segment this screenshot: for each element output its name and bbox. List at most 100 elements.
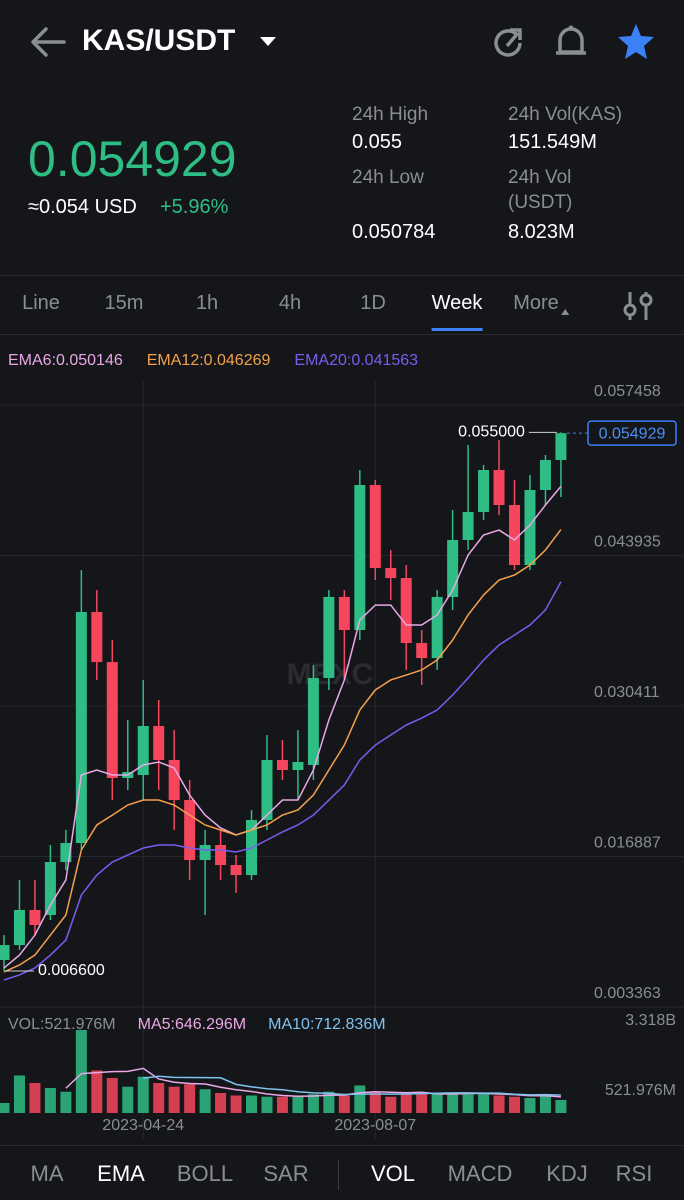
divider: [0, 275, 684, 276]
volume-bar: [75, 1030, 87, 1113]
candle-body: [509, 505, 521, 566]
stat-label: 24h High: [352, 104, 429, 125]
volume-bar: [400, 1094, 412, 1113]
x-tick-label: 2023-04-24: [102, 1117, 184, 1134]
candle-body: [168, 759, 180, 801]
candle-body: [323, 596, 335, 678]
candle-body: [44, 862, 56, 916]
extreme-label: 0.055000: [458, 424, 525, 441]
volume-bar: [122, 1086, 134, 1113]
interval-tab[interactable]: 1D: [360, 292, 386, 314]
volume-bar: [307, 1094, 319, 1113]
volume-bar: [323, 1091, 335, 1113]
volume-bar: [478, 1094, 490, 1113]
separator: [338, 1160, 339, 1190]
candle-body: [462, 512, 474, 540]
favorite-icon[interactable]: [616, 22, 656, 62]
ema-line: [3, 529, 562, 973]
candle-body: [385, 568, 397, 579]
volume-bar: [338, 1095, 350, 1113]
y-tick-label: 0.003363: [594, 985, 661, 1002]
volume-bar: [60, 1091, 72, 1113]
last-price-label: 0.054929: [599, 425, 666, 442]
indicator-tab[interactable]: RSI: [615, 1161, 653, 1186]
volume-bar: [168, 1086, 180, 1113]
stat-label: 24h Vol(KAS): [508, 104, 623, 125]
candle-body: [493, 469, 505, 506]
interval-tab[interactable]: 4h: [278, 292, 302, 314]
candle-body: [29, 909, 41, 926]
interval-tab[interactable]: Line: [22, 292, 60, 314]
ema-line: [3, 581, 562, 981]
candle-body: [199, 845, 211, 861]
volume-bar: [539, 1094, 551, 1113]
interval-tab[interactable]: More: [513, 292, 569, 315]
indicator-tab[interactable]: VOL: [370, 1161, 416, 1186]
candle-body: [338, 596, 350, 630]
ema-line: [3, 485, 562, 969]
divider: [0, 334, 684, 335]
volume-bar: [385, 1096, 397, 1113]
candle-body: [91, 611, 103, 663]
volume-bar: [184, 1084, 196, 1113]
pair-name[interactable]: KAS/USDT: [82, 24, 236, 57]
x-tick-label: 2023-08-07: [334, 1117, 416, 1134]
y-tick-label: 0.016887: [594, 835, 661, 852]
candle-body: [369, 484, 381, 569]
indicator-tab[interactable]: BOLL: [176, 1161, 234, 1186]
stat-value: 8.023M: [508, 221, 575, 243]
candle-body: [431, 596, 443, 659]
volume-bar: [416, 1092, 428, 1113]
candle-body: [276, 759, 288, 770]
candle-body: [153, 726, 165, 760]
y-tick-label: 0.043935: [594, 534, 661, 551]
volume-bar: [13, 1075, 25, 1113]
candle-body: [292, 761, 304, 770]
legend-entry: MA5:646.296M: [138, 1016, 247, 1033]
extreme-label: 0.006600: [38, 962, 105, 979]
interval-tab[interactable]: 1h: [195, 292, 219, 314]
refresh-icon[interactable]: [490, 24, 528, 62]
candle-body: [75, 611, 87, 843]
indicator-tab[interactable]: KDJ: [546, 1161, 588, 1186]
candle-body: [416, 643, 428, 659]
volume-bar: [246, 1095, 258, 1113]
volume-bar: [153, 1082, 165, 1113]
volume-bar: [29, 1082, 41, 1113]
legend-entry: EMA12:0.046269: [147, 352, 271, 369]
candle-body: [354, 484, 366, 630]
indicator-tab[interactable]: MACD: [447, 1161, 513, 1186]
interval-tab[interactable]: Week: [431, 292, 483, 331]
candle-body: [13, 909, 25, 946]
candle-body: [539, 459, 551, 491]
volume-bar: [431, 1093, 443, 1113]
candle-body: [261, 759, 273, 820]
divider: [0, 1145, 684, 1146]
candle-body: [215, 845, 227, 866]
volume-bar: [137, 1076, 149, 1113]
volume-bar: [354, 1085, 366, 1113]
candle-body: [60, 842, 72, 863]
candle-body: [400, 578, 412, 644]
stat-label: 24h Low: [352, 167, 424, 188]
price-change: +5.96%: [160, 196, 229, 218]
candle-body: [307, 677, 319, 765]
alert-icon[interactable]: [552, 22, 590, 62]
volume-bar: [462, 1094, 474, 1113]
usd-price: ≈0.054 USD: [28, 196, 137, 218]
indicator-tab[interactable]: EMA: [97, 1161, 145, 1186]
back-button[interactable]: [26, 22, 70, 62]
volume-bar: [555, 1099, 567, 1113]
candle-body: [230, 865, 242, 876]
indicator-tab[interactable]: MA: [30, 1161, 64, 1186]
interval-tab[interactable]: 15m: [104, 292, 144, 314]
volume-bar: [91, 1070, 103, 1113]
indicator-tab[interactable]: SAR: [263, 1161, 309, 1186]
volume-bar: [369, 1091, 381, 1113]
chart-settings-icon[interactable]: [620, 288, 656, 324]
pair-dropdown[interactable]: [258, 34, 278, 48]
legend-entry: EMA6:0.050146: [8, 352, 123, 369]
candle-body: [524, 490, 536, 566]
